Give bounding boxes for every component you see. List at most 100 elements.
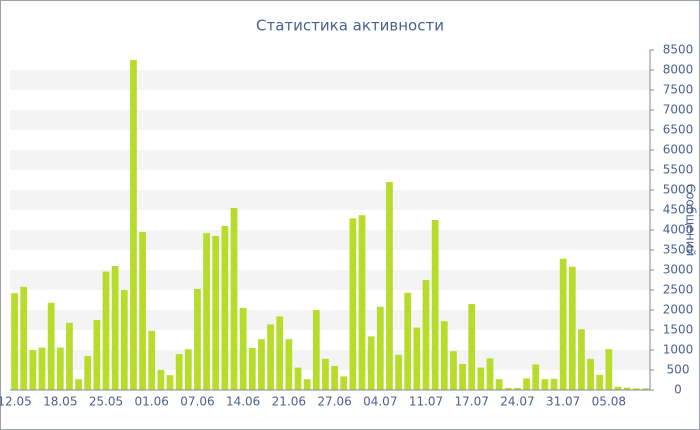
grid-band xyxy=(10,70,650,90)
bar xyxy=(523,378,530,390)
y-tick-label: 1500 xyxy=(663,323,694,337)
bar xyxy=(568,266,576,390)
bar xyxy=(532,364,540,390)
bar xyxy=(285,339,293,390)
bar xyxy=(578,329,585,390)
y-tick-label: 3500 xyxy=(663,243,694,257)
bar xyxy=(559,258,567,390)
bar xyxy=(212,236,220,390)
y-tick-label: 500 xyxy=(667,363,690,377)
bar xyxy=(504,388,512,390)
y-axis-label: Сообщений xyxy=(684,184,698,257)
y-tick-label: 0 xyxy=(674,383,682,397)
bar xyxy=(322,358,329,390)
bar xyxy=(587,358,594,390)
x-tick-label: 25.05 xyxy=(89,395,123,409)
bar xyxy=(66,322,73,390)
bar xyxy=(258,339,265,390)
x-tick-label: 18.05 xyxy=(43,395,77,409)
bar xyxy=(303,379,311,390)
bar xyxy=(267,324,274,390)
bar xyxy=(450,351,457,390)
bar xyxy=(120,290,128,390)
bar xyxy=(422,280,430,390)
x-tick-label: 01.06 xyxy=(135,395,169,409)
bar xyxy=(331,366,338,390)
bar xyxy=(642,388,649,390)
bar xyxy=(47,302,55,390)
bar xyxy=(11,293,18,390)
bar xyxy=(130,60,137,390)
bar xyxy=(148,330,156,390)
bar xyxy=(514,388,521,390)
grid-band xyxy=(10,270,650,290)
y-tick-label: 1000 xyxy=(663,343,694,357)
bar xyxy=(248,348,256,390)
bar xyxy=(203,233,210,390)
bar xyxy=(486,358,494,390)
x-tick-label: 24.07 xyxy=(500,395,534,409)
bar xyxy=(358,215,366,390)
bar xyxy=(111,266,119,390)
bar xyxy=(550,378,558,390)
bar xyxy=(175,354,183,390)
bar xyxy=(632,388,640,390)
bar xyxy=(468,304,476,390)
bar xyxy=(349,218,357,390)
bar xyxy=(605,349,613,390)
grid-band xyxy=(10,310,650,330)
y-tick-label: 2000 xyxy=(663,303,694,317)
bar xyxy=(477,367,485,390)
bar xyxy=(294,367,302,390)
bar xyxy=(614,386,622,390)
y-tick-label: 6500 xyxy=(663,123,694,137)
y-tick-label: 2500 xyxy=(663,283,694,297)
y-tick-label: 6000 xyxy=(663,143,694,157)
x-tick-label: 05.08 xyxy=(592,395,626,409)
bar xyxy=(340,376,348,390)
y-tick-label: 4500 xyxy=(663,203,694,217)
bar xyxy=(38,347,46,390)
x-tick-label: 21.06 xyxy=(272,395,306,409)
y-tick-label: 8000 xyxy=(663,63,694,77)
bar xyxy=(376,306,384,390)
x-tick-label: 17.07 xyxy=(455,395,489,409)
grid-band xyxy=(10,110,650,130)
bar xyxy=(404,292,412,390)
x-tick-label: 27.06 xyxy=(317,395,351,409)
y-tick-label: 7500 xyxy=(663,83,694,97)
bar xyxy=(194,288,201,390)
x-tick-label: 12.05 xyxy=(0,395,32,409)
bar xyxy=(102,271,110,390)
bar xyxy=(239,308,247,390)
x-tick-label: 07.06 xyxy=(180,395,214,409)
bar xyxy=(230,208,238,390)
bar xyxy=(459,364,466,390)
bar xyxy=(495,379,503,390)
bar xyxy=(56,347,64,390)
x-tick-label: 14.06 xyxy=(226,395,260,409)
bar xyxy=(541,379,549,390)
x-tick-label: 31.07 xyxy=(546,395,580,409)
bar xyxy=(440,321,448,390)
y-tick-label: 4000 xyxy=(663,223,694,237)
bar xyxy=(367,336,375,390)
y-tick-label: 5500 xyxy=(663,163,694,177)
y-tick-label: 3000 xyxy=(663,263,694,277)
bar xyxy=(166,375,174,390)
chart-title: Статистика активности xyxy=(256,17,444,35)
bar xyxy=(139,232,146,390)
bar xyxy=(413,327,421,390)
bar xyxy=(93,320,101,390)
bar xyxy=(312,310,320,390)
grid-band xyxy=(10,230,650,250)
bar xyxy=(431,220,439,390)
bar xyxy=(221,226,229,390)
bar xyxy=(84,356,92,390)
grid-band xyxy=(10,150,650,170)
bar xyxy=(395,354,402,390)
bar xyxy=(75,379,82,390)
bar xyxy=(184,349,192,390)
bar xyxy=(157,370,165,390)
bar xyxy=(20,286,28,390)
